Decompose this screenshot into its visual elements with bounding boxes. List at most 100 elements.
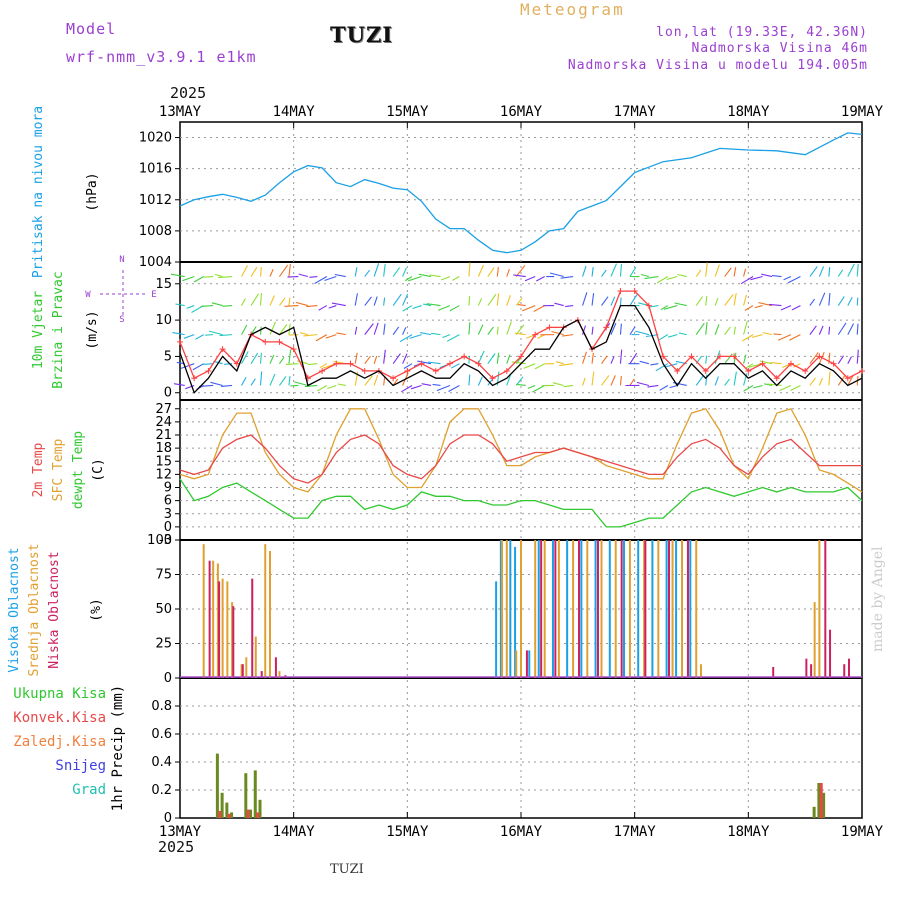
date-label-bottom: 17MAY: [614, 824, 657, 840]
wind-arrow: [847, 356, 852, 364]
wind-arrow: [724, 326, 731, 335]
wind-arrow: [285, 363, 299, 365]
cloud-bar: [671, 540, 674, 678]
wind-arrow: [294, 381, 309, 387]
cloud-bar: [528, 650, 531, 678]
wind-arrow: [241, 324, 248, 335]
wind-arrow: [383, 349, 386, 364]
wind-arrow: [656, 276, 669, 284]
wind-arrow: [511, 361, 526, 365]
wind-arrow: [259, 352, 262, 364]
cloud-bar: [554, 540, 557, 678]
wind-gust-marker: [290, 346, 297, 353]
wind-arrow: [513, 274, 526, 278]
wind-arrow: [170, 273, 185, 278]
date-label-top: 18MAY: [727, 104, 770, 120]
wind-gust-marker: [276, 338, 283, 345]
wind-arrow: [610, 263, 618, 277]
y-tick-label: 15: [155, 277, 172, 292]
cloud-bar: [580, 540, 583, 678]
cloud-bar: [847, 658, 850, 678]
wind-arrow: [770, 362, 782, 365]
wind-arrow: [269, 373, 276, 386]
wind-arrow: [327, 384, 337, 390]
wind-arrow: [791, 305, 801, 311]
cloud-bar: [772, 666, 775, 678]
wind-unit: (m/s): [85, 310, 100, 349]
wind-speed-line: [179, 304, 863, 394]
wind-arrow: [477, 298, 483, 306]
wind-arrow: [714, 324, 720, 335]
wind-gust-marker: [603, 324, 610, 331]
wind-gust-marker: [631, 288, 638, 295]
precip-bar: [225, 802, 229, 818]
wind-arrow: [487, 326, 494, 335]
cloud-bar: [540, 540, 543, 678]
wind-gust-marker: [759, 360, 766, 367]
wind-arrow: [436, 384, 451, 392]
y-tick-label: 25: [155, 637, 172, 652]
wind-arrow: [524, 276, 536, 282]
cloud-bar: [245, 657, 248, 678]
y-tick-label: 1004: [139, 255, 172, 270]
wind-arrow: [392, 353, 401, 365]
compass-cross: [100, 270, 146, 318]
cloud-bar: [622, 540, 625, 678]
wind-arrow: [173, 383, 185, 387]
model-elevation-text: Nadmorska Visina u modelu 194.005m: [567, 58, 868, 73]
wind-arrow: [745, 363, 754, 369]
wind-gust-marker: [660, 353, 667, 360]
wind-arrow: [554, 302, 564, 307]
wind-arrow: [733, 293, 737, 306]
wind-arrow: [354, 293, 358, 306]
y-tick-label: 15: [155, 454, 172, 469]
pressure-unit: (hPa): [85, 172, 100, 211]
cloud-bar: [805, 658, 808, 678]
wind-arrow: [440, 276, 451, 281]
y-tick-label: 24: [155, 415, 172, 430]
y-tick-label: 0.6: [151, 727, 172, 742]
cloud-bar: [216, 563, 219, 678]
cloud-bar: [221, 578, 224, 678]
cloud-bar: [274, 657, 277, 678]
wind-arrow: [279, 324, 288, 335]
precip-bar: [215, 753, 219, 818]
cloud-unit: (%): [89, 598, 104, 621]
wind-arrow: [619, 323, 622, 335]
wind-gust-marker: [191, 375, 198, 382]
wind-arrow: [303, 334, 318, 337]
wind-arrow: [309, 275, 318, 278]
wind-arrow: [279, 264, 289, 277]
wind-arrow: [705, 355, 708, 364]
cloud-bar: [594, 540, 597, 678]
wind-arrow: [506, 354, 511, 364]
signature: made by Angel: [870, 546, 886, 653]
wind-arrow: [591, 371, 595, 386]
wind-arrow: [663, 305, 678, 310]
sfc-temp-line: [179, 408, 863, 493]
cloud-bar: [520, 540, 522, 678]
wind-arrow: [629, 352, 638, 364]
cloud-bar: [231, 602, 234, 678]
cloud-bar: [668, 540, 671, 678]
wind-arrow: [591, 267, 594, 277]
wind-gust-marker: [177, 338, 183, 345]
wind-arrow: [773, 333, 782, 336]
wind-arrow: [515, 324, 525, 335]
wind-arrow: [610, 322, 617, 335]
wind-arrow: [364, 375, 373, 386]
compass-e: E: [151, 290, 156, 300]
wind-arrow: [658, 334, 669, 341]
cloud-bar: [628, 540, 631, 678]
wind-arrow: [269, 295, 275, 306]
wind-arrow: [724, 353, 733, 365]
wind-arrow: [666, 275, 678, 281]
wind-arrow: [417, 360, 432, 365]
date-label-bottom: 15MAY: [386, 824, 429, 840]
wind-arrow: [640, 273, 650, 278]
wind-arrow: [334, 273, 346, 278]
cloud-bar: [212, 560, 215, 678]
pressure-line: [179, 132, 863, 254]
wind-arrow: [337, 383, 346, 387]
wind-arrow: [705, 296, 708, 306]
